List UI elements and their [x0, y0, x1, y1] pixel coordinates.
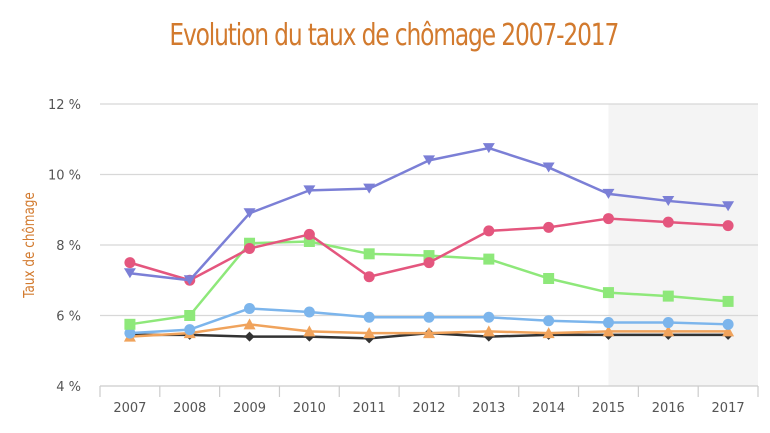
x-tick-label: 2009 [233, 401, 266, 416]
data-point [423, 155, 435, 166]
series-series-5 [123, 318, 735, 342]
data-point [244, 243, 256, 255]
x-tick-label: 2012 [412, 401, 445, 416]
data-point [303, 228, 315, 240]
data-point [722, 325, 735, 337]
data-point [243, 318, 256, 330]
data-point [243, 208, 256, 219]
data-point [303, 325, 316, 337]
data-point [543, 315, 555, 327]
series-series-1 [123, 143, 735, 286]
data-point [543, 221, 555, 233]
data-point [722, 318, 734, 330]
data-point [423, 311, 435, 323]
data-point [363, 271, 375, 283]
y-tick-label: 4 % [56, 380, 81, 395]
y-tick-label: 10 % [48, 169, 81, 184]
data-point [662, 325, 675, 337]
data-point [602, 317, 614, 329]
data-point [184, 310, 196, 321]
data-point [303, 185, 316, 196]
data-point [124, 257, 136, 269]
data-point [602, 325, 615, 337]
x-tick-label: 2014 [532, 401, 565, 416]
data-point [423, 250, 435, 262]
data-point [542, 327, 555, 339]
chart-title: Evolution du taux de chômage 2007-2017 [169, 18, 619, 53]
data-point [124, 327, 136, 339]
x-tick-label: 2007 [113, 401, 146, 416]
data-point [123, 268, 136, 279]
data-point [662, 290, 674, 302]
data-point [244, 302, 256, 314]
data-point [722, 220, 734, 232]
data-point [363, 311, 375, 323]
x-tick-label: 2016 [652, 401, 685, 416]
data-point [602, 213, 614, 225]
series-series-3 [124, 235, 734, 330]
data-point [602, 287, 614, 299]
x-tick-label: 2013 [472, 401, 505, 416]
x-tick-label: 2010 [293, 401, 326, 416]
data-point [482, 325, 495, 337]
data-point [483, 253, 495, 265]
x-tick-label: 2017 [712, 401, 745, 416]
data-point [423, 257, 435, 269]
data-point [483, 311, 495, 323]
data-point [303, 235, 315, 247]
data-point [602, 188, 615, 199]
data-point [543, 272, 555, 284]
data-point [363, 183, 376, 194]
data-point [662, 216, 674, 228]
data-point [244, 331, 255, 342]
series-series-2 [124, 213, 734, 286]
data-point [184, 324, 196, 336]
x-tick-label: 2015 [592, 401, 625, 416]
data-point [482, 143, 495, 154]
data-point [363, 248, 375, 260]
data-point [423, 327, 435, 339]
data-point [662, 317, 674, 329]
data-point [722, 201, 735, 212]
y-tick-label: 6 % [56, 310, 81, 325]
y-tick-label: 8 % [56, 239, 81, 254]
data-point [363, 327, 376, 339]
data-point [303, 306, 315, 318]
data-point [124, 318, 136, 330]
data-point [722, 295, 734, 307]
y-tick-label: 12 % [48, 98, 81, 113]
data-point [183, 275, 196, 286]
data-point [483, 225, 495, 237]
x-tick-label: 2008 [173, 401, 206, 416]
data-point [662, 195, 675, 206]
x-tick-label: 2011 [353, 401, 386, 416]
data-point [542, 162, 555, 173]
series-series-4 [124, 302, 734, 339]
